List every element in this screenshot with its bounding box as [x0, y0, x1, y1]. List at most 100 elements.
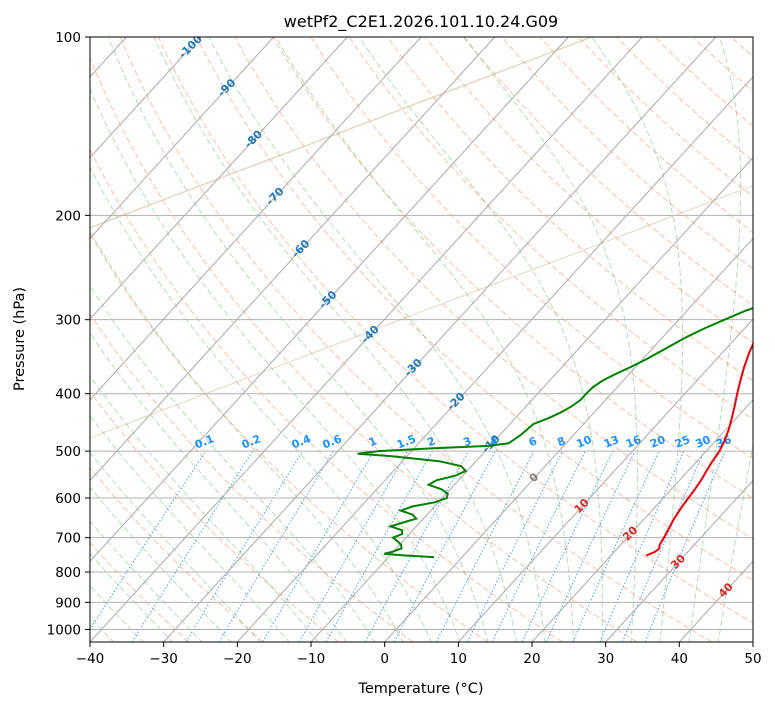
- y-axis-title: Pressure (hPa): [12, 287, 28, 391]
- dry-adiabat-line: [157, 37, 753, 624]
- moist-adiabat-line: [358, 37, 603, 642]
- mixing-ratio-label: 16: [624, 433, 643, 451]
- moist-adiabat-line: [90, 584, 144, 642]
- mixing-ratio-label: 20: [648, 433, 667, 451]
- moist-adiabat-line: [688, 37, 742, 642]
- y-tick-label: 800: [55, 565, 81, 581]
- plot-area: -100-90-80-70-60-50-40-30-20-10010203040…: [90, 37, 753, 642]
- moist-adiabat-line: [90, 166, 432, 642]
- mixing-ratio-line: [185, 450, 304, 642]
- mixing-ratio-line: [644, 450, 726, 642]
- dewpoint-line: [357, 307, 753, 559]
- isotherm-line: [90, 37, 569, 563]
- x-tick-label: −40: [76, 651, 105, 667]
- x-tick-label: 40: [671, 651, 688, 667]
- isotherm-line: [605, 479, 753, 642]
- y-tick-label: 400: [55, 387, 81, 403]
- moist-adiabat-line: [90, 230, 404, 642]
- isotherm-line: [90, 37, 348, 320]
- isotherm-line: [531, 399, 753, 642]
- dry-adiabat-line: [90, 56, 638, 642]
- moist-adiabat-line: [90, 520, 203, 642]
- isotherm-line: [310, 156, 753, 642]
- mixing-ratio-line: [545, 450, 636, 642]
- moist-adiabat-line: [90, 486, 232, 642]
- x-tick-label: −20: [223, 651, 252, 667]
- mixing-ratio-line: [435, 450, 535, 642]
- mixing-ratio-line: [521, 450, 614, 642]
- x-axis: −40 −30 −20 −10 0 10 20 30 40 50: [76, 642, 762, 667]
- moist-adiabat-line: [90, 451, 261, 642]
- isotherms: [90, 37, 753, 642]
- lcl-curve: [90, 185, 753, 439]
- dry-adiabat-line: [387, 37, 753, 382]
- moist-adiabat-line: [107, 37, 489, 642]
- x-axis-title: Temperature (°C): [357, 681, 483, 697]
- dry-adiabat-line: [501, 37, 753, 270]
- mixing-ratio-line: [90, 450, 207, 631]
- isotherm-line: [90, 37, 643, 642]
- mixing-ratio-line: [393, 450, 496, 642]
- y-tick-label: 1000: [47, 622, 81, 638]
- isotherm-line: [90, 37, 275, 240]
- mixing-ratio-line: [621, 450, 705, 642]
- chart-title: wetPf2_C2E1.2026.101.10.24.G09: [284, 12, 558, 32]
- mixing-ratio-label: 10: [575, 433, 594, 451]
- moist-adiabat-line: [591, 37, 684, 642]
- mixing-ratio-labels: 0.1 0.2 0.4 0.6 1 1.5 2 3 4 6 8 10 13 16 20 25 30 36: [193, 432, 734, 451]
- moist-adiabat-line: [90, 284, 376, 642]
- mixing-ratio-line: [491, 450, 586, 642]
- mixing-ratio-label: 25: [673, 433, 692, 451]
- mixing-ratio-label: 8: [555, 434, 567, 449]
- dry-adiabat-line: [425, 37, 753, 344]
- y-tick-label: 700: [55, 531, 81, 547]
- mixing-ratio-label: 3: [461, 434, 473, 449]
- y-tick-label: 300: [55, 313, 81, 329]
- moist-adiabat-line: [90, 552, 174, 642]
- x-tick-label: 30: [597, 651, 614, 667]
- x-tick-label: 50: [744, 651, 761, 667]
- isotherm-line: [457, 318, 753, 642]
- moist-adiabat-line: [90, 375, 319, 642]
- x-tick-label: 10: [450, 651, 467, 667]
- mixing-ratio-line: [325, 450, 433, 642]
- mixing-ratio-label: 1: [367, 434, 379, 449]
- isotherm-line: [384, 237, 753, 642]
- dry-adiabat-line: [463, 37, 753, 307]
- lcl-curves: [90, 37, 753, 439]
- moist-adiabats: [90, 37, 753, 642]
- moist-adiabat-line: [153, 37, 517, 642]
- isotherm-line: [90, 37, 201, 159]
- mixing-ratio-line: [131, 450, 254, 642]
- dry-adiabat-line: [90, 390, 339, 642]
- y-axis: 100 200 300 400 500 600 700 800 900 1000: [47, 30, 90, 638]
- y-tick-label: 900: [55, 595, 81, 611]
- mixing-ratio-line: [467, 450, 564, 642]
- moist-adiabat-line: [275, 37, 575, 642]
- mixing-ratio-label: 30: [693, 433, 712, 451]
- isotherm-line: [163, 37, 717, 642]
- plot-frame: [89, 36, 754, 643]
- x-tick-label: −10: [297, 651, 326, 667]
- y-tick-label: 600: [55, 491, 81, 507]
- x-tick-label: 0: [380, 651, 389, 667]
- mixing-ratio-line: [364, 450, 470, 642]
- x-tick-label: −30: [149, 651, 178, 667]
- isotherm-line: [236, 76, 753, 642]
- mixing-ratio-line: [298, 450, 409, 642]
- mixing-ratio-lines: [90, 450, 726, 642]
- x-tick-label: 20: [523, 651, 540, 667]
- moist-adiabat-line: [90, 414, 290, 642]
- dry-adiabat-line: [119, 37, 712, 642]
- mixing-ratio-label: 13: [602, 433, 621, 451]
- isotherm-line: [90, 37, 422, 401]
- temperature-line: [646, 341, 753, 557]
- mixing-ratio-label: 2: [425, 434, 437, 449]
- dry-adiabat-line: [90, 466, 264, 642]
- isotherm-line: [90, 37, 496, 482]
- y-tick-label: 200: [55, 208, 81, 224]
- y-tick-label: 500: [55, 444, 81, 460]
- y-tick-label: 100: [55, 30, 81, 46]
- moist-adiabat-line: [463, 37, 638, 642]
